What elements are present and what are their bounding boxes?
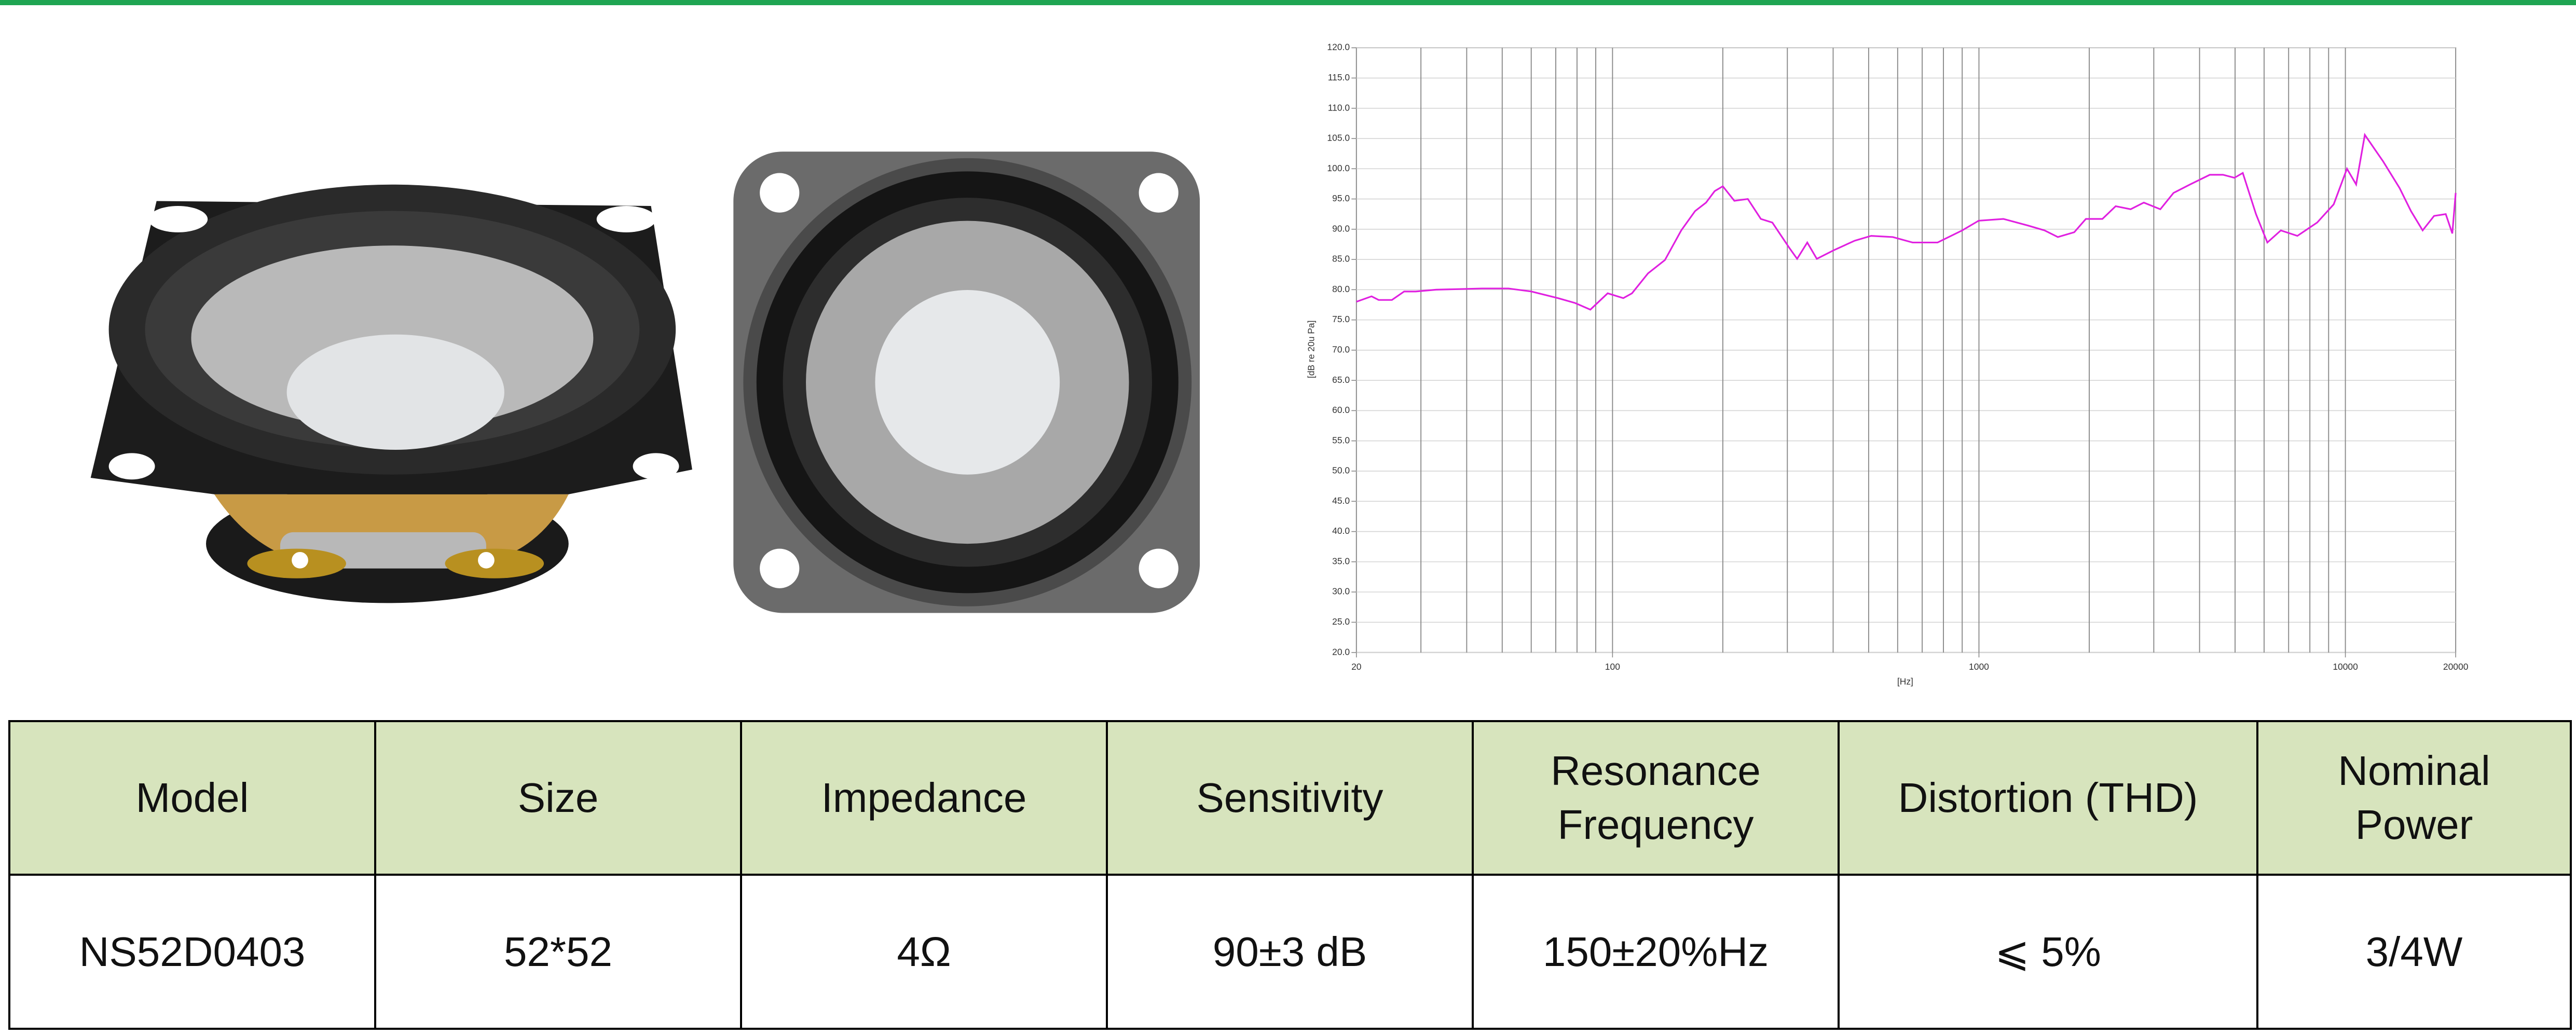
x-tick-label: 20 xyxy=(1351,661,1362,672)
y-tick-label: 85.0 xyxy=(1332,254,1350,264)
response-line xyxy=(1356,132,2457,311)
y-tick-label: 100.0 xyxy=(1327,163,1350,173)
x-tick-label: 100 xyxy=(1605,661,1620,672)
x-axis-label: [Hz] xyxy=(1897,676,1913,686)
x-tick-label: 20000 xyxy=(2443,661,2469,672)
y-tick-label: 75.0 xyxy=(1332,314,1350,324)
header-cell: Nominal Power xyxy=(2256,720,2572,876)
y-tick-label: 105.0 xyxy=(1327,133,1350,143)
y-tick-label: 25.0 xyxy=(1332,616,1350,627)
y-tick-label: 80.0 xyxy=(1332,284,1350,294)
y-tick-label: 90.0 xyxy=(1332,223,1350,233)
y-tick-label: 30.0 xyxy=(1332,586,1350,597)
data-cell: 4Ω xyxy=(740,874,1108,1030)
header-cell: Impedance xyxy=(740,720,1108,876)
y-tick-label: 60.0 xyxy=(1332,405,1350,415)
spec-table: Model Size Impedance Sensitivity Resonan… xyxy=(8,720,2572,1030)
frequency-response-chart: [Hz] [dB re 20u Pa] 20.0 25.0 30.0 35.0 40.0… xyxy=(1306,42,2469,687)
y-tick-label: 65.0 xyxy=(1332,375,1350,385)
top-rule xyxy=(0,0,2576,5)
y-tick-label: 110.0 xyxy=(1328,102,1350,113)
data-cell: 150±20%Hz xyxy=(1472,874,1840,1030)
y-axis-label: [dB re 20u Pa] xyxy=(1306,321,1317,379)
header-text: Nominal Power xyxy=(2338,748,2490,848)
y-tick-label: 35.0 xyxy=(1332,556,1350,566)
y-tick-label: 55.0 xyxy=(1332,435,1350,445)
speaker-front-view xyxy=(733,151,1200,613)
y-tick-label: 95.0 xyxy=(1332,193,1350,203)
x-tick-label: 1000 xyxy=(1969,661,1989,672)
y-tick-label: 120.0 xyxy=(1327,42,1350,52)
data-cell: 90±3 dB xyxy=(1106,874,1474,1030)
y-tick-label: 70.0 xyxy=(1332,344,1350,355)
y-tick-label: 115.0 xyxy=(1328,72,1350,82)
header-cell: Resonance Frequency xyxy=(1472,720,1840,876)
y-tick-label: 50.0 xyxy=(1332,465,1350,476)
header-cell: Size xyxy=(374,720,742,876)
header-row: Model Size Impedance Sensitivity Resonan… xyxy=(8,720,2572,876)
x-tick-label: 10000 xyxy=(2333,661,2358,672)
data-cell: 3/4W xyxy=(2256,874,2572,1030)
header-text: Resonance Frequency xyxy=(1551,748,1761,848)
y-tick-label: 20.0 xyxy=(1332,646,1350,657)
data-cell: ⩽ 5% xyxy=(1838,874,2258,1030)
y-tick-label: 40.0 xyxy=(1332,526,1350,536)
header-cell: Model xyxy=(8,720,376,876)
header-cell: Distortion (THD) xyxy=(1838,720,2258,876)
data-row: NS52D0403 52*52 4Ω 90±3 dB 150±20%Hz ⩽ 5… xyxy=(8,874,2572,1030)
speaker-side-view xyxy=(90,184,692,603)
y-tick-label: 45.0 xyxy=(1332,495,1350,506)
speaker-photos xyxy=(90,151,1200,613)
header-cell: Sensitivity xyxy=(1106,720,1474,876)
data-cell: NS52D0403 xyxy=(8,874,376,1030)
data-cell: 52*52 xyxy=(374,874,742,1030)
